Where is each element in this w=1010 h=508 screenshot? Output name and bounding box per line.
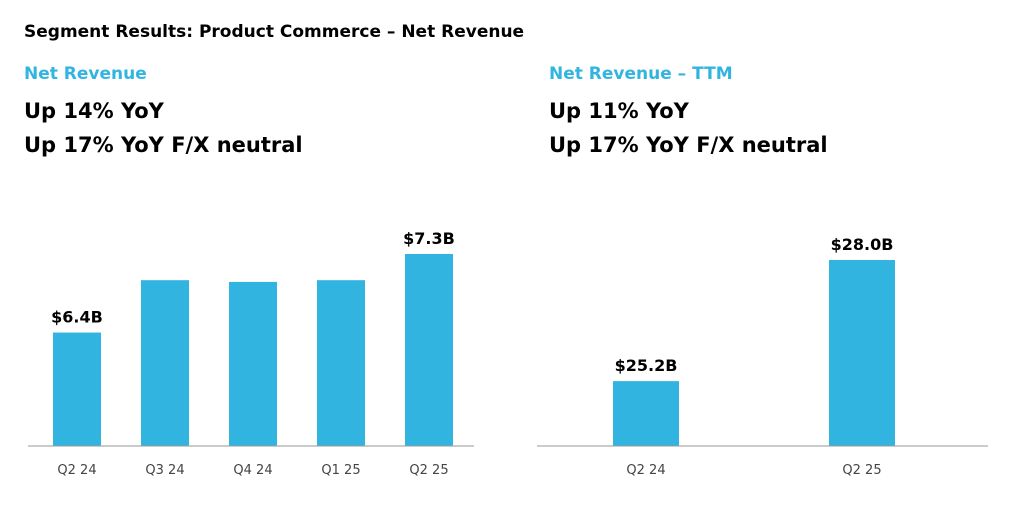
left-data-label-4: $7.3B (403, 229, 455, 248)
left-bar-1 (141, 280, 189, 446)
left-tick-label-0: Q2 24 (57, 463, 96, 478)
left-metric-yoy: Up 14% YoY (24, 99, 164, 123)
right-bar-0 (613, 381, 679, 446)
left-bar-2 (229, 281, 277, 446)
right-metric-yoy: Up 11% YoY (549, 99, 689, 123)
right-panel-title: Net Revenue – TTM (549, 64, 733, 84)
left-bar-0 (53, 332, 101, 446)
right-tick-label-1: Q2 25 (842, 463, 881, 478)
right-metric-fx-neutral: Up 17% YoY F/X neutral (549, 133, 828, 157)
slide-title: Segment Results: Product Commerce – Net … (24, 22, 525, 42)
left-panel-title: Net Revenue (24, 64, 147, 84)
left-metric-fx-neutral: Up 17% YoY F/X neutral (24, 133, 303, 157)
left-tick-label-2: Q4 24 (233, 463, 272, 478)
right-tick-label-0: Q2 24 (626, 463, 665, 478)
right-data-label-0: $25.2B (615, 356, 678, 375)
left-tick-label-1: Q3 24 (145, 463, 184, 478)
left-tick-label-4: Q2 25 (409, 463, 448, 478)
left-bar-4 (405, 254, 453, 446)
right-data-label-1: $28.0B (831, 235, 894, 254)
left-panel-header: Net Revenue Up 14% YoY Up 17% YoY F/X ne… (24, 64, 303, 162)
left-tick-label-3: Q1 25 (321, 463, 360, 478)
right-panel-header: Net Revenue – TTM Up 11% YoY Up 17% YoY … (549, 64, 828, 162)
left-bar-3 (317, 280, 365, 446)
right-bar-1 (829, 260, 895, 446)
left-data-label-0: $6.4B (51, 308, 103, 327)
